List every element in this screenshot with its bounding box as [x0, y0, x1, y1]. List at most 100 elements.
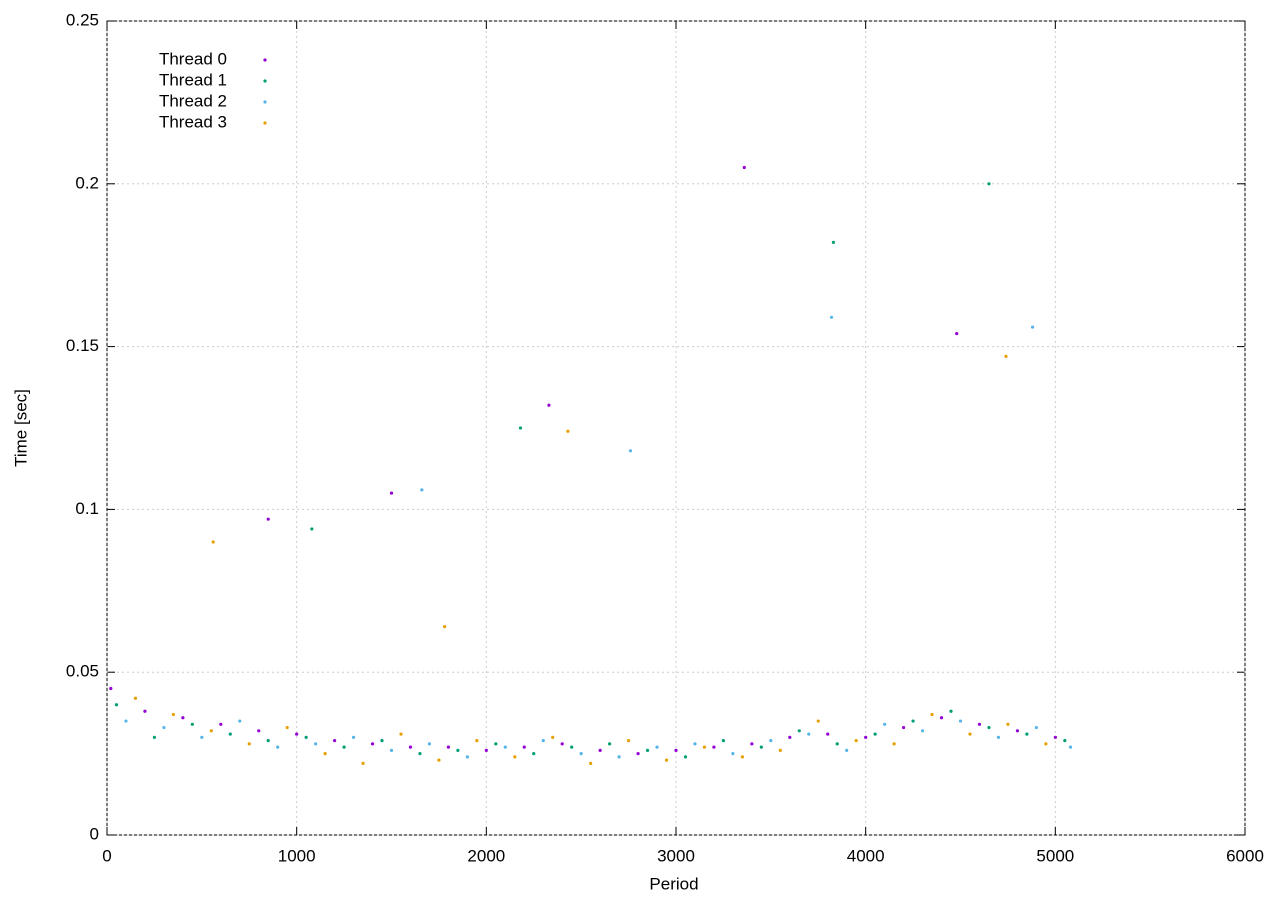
point	[361, 761, 365, 765]
point	[181, 716, 185, 720]
point	[645, 748, 650, 752]
point	[342, 745, 346, 749]
y-tick-label: 0	[90, 824, 99, 843]
point	[228, 732, 232, 736]
point	[911, 719, 915, 723]
y-tick-label: 0.05	[66, 662, 99, 681]
point	[1053, 735, 1057, 739]
point	[209, 729, 213, 733]
point	[446, 745, 450, 749]
x-tick-label: 0	[102, 846, 111, 865]
point	[955, 331, 959, 336]
point	[162, 725, 166, 730]
point	[551, 735, 555, 739]
point	[285, 725, 289, 730]
point	[977, 722, 982, 726]
point	[854, 738, 858, 743]
point	[418, 752, 422, 756]
point	[114, 703, 119, 707]
y-tick-label: 0.1	[75, 499, 99, 518]
point	[1063, 738, 1067, 743]
point	[712, 745, 716, 749]
point	[873, 732, 877, 736]
point	[437, 758, 441, 762]
y-tick-label: 0.25	[66, 10, 99, 29]
point	[845, 748, 849, 752]
point	[831, 240, 836, 245]
point	[560, 742, 564, 746]
legend-marker	[263, 58, 267, 62]
point	[465, 755, 469, 759]
point	[333, 738, 337, 743]
point	[1034, 725, 1038, 730]
point	[238, 719, 242, 723]
point	[797, 729, 801, 733]
point	[664, 758, 669, 762]
point	[219, 722, 223, 726]
point	[996, 735, 1001, 739]
point	[1015, 729, 1020, 733]
point	[380, 738, 384, 743]
point	[532, 752, 536, 756]
point	[788, 735, 792, 739]
point	[655, 745, 659, 749]
point	[702, 745, 707, 749]
point	[541, 738, 545, 743]
point	[892, 742, 896, 746]
point	[503, 745, 507, 749]
point	[143, 709, 147, 713]
point	[816, 719, 820, 723]
point	[475, 738, 479, 743]
point	[304, 735, 308, 739]
point	[883, 722, 887, 726]
point	[778, 748, 782, 752]
point	[920, 729, 925, 733]
point	[1004, 354, 1008, 358]
point	[683, 755, 688, 759]
point	[314, 742, 318, 746]
point	[769, 738, 773, 743]
legend-label: Thread 1	[159, 70, 227, 89]
point	[399, 732, 403, 736]
point	[547, 403, 551, 407]
point	[295, 732, 299, 736]
point	[266, 517, 270, 521]
legend-marker	[263, 100, 267, 104]
point	[109, 686, 113, 691]
point	[759, 745, 763, 749]
point	[566, 429, 570, 433]
point	[693, 742, 697, 746]
point	[939, 716, 944, 720]
point	[351, 735, 356, 739]
point	[731, 752, 735, 756]
point	[829, 315, 834, 319]
y-tick-label: 0.2	[75, 173, 99, 192]
x-tick-label: 5000	[1036, 846, 1074, 865]
point	[721, 738, 726, 743]
point	[427, 742, 432, 746]
point	[190, 722, 194, 726]
point	[864, 735, 868, 739]
point	[484, 748, 488, 752]
point	[987, 182, 991, 186]
point	[247, 742, 251, 746]
point	[1068, 745, 1073, 749]
point	[626, 738, 631, 743]
point	[408, 745, 413, 749]
point	[674, 748, 678, 752]
point	[608, 742, 612, 746]
point	[589, 761, 593, 765]
legend-label: Thread 3	[159, 112, 227, 131]
point	[826, 732, 830, 736]
point	[266, 738, 270, 743]
point	[742, 165, 746, 170]
point	[958, 719, 963, 723]
point	[617, 755, 621, 759]
x-tick-label: 4000	[847, 846, 885, 865]
point	[370, 742, 375, 746]
point	[389, 748, 394, 752]
point	[513, 755, 517, 759]
x-axis-label: Period	[649, 874, 698, 893]
